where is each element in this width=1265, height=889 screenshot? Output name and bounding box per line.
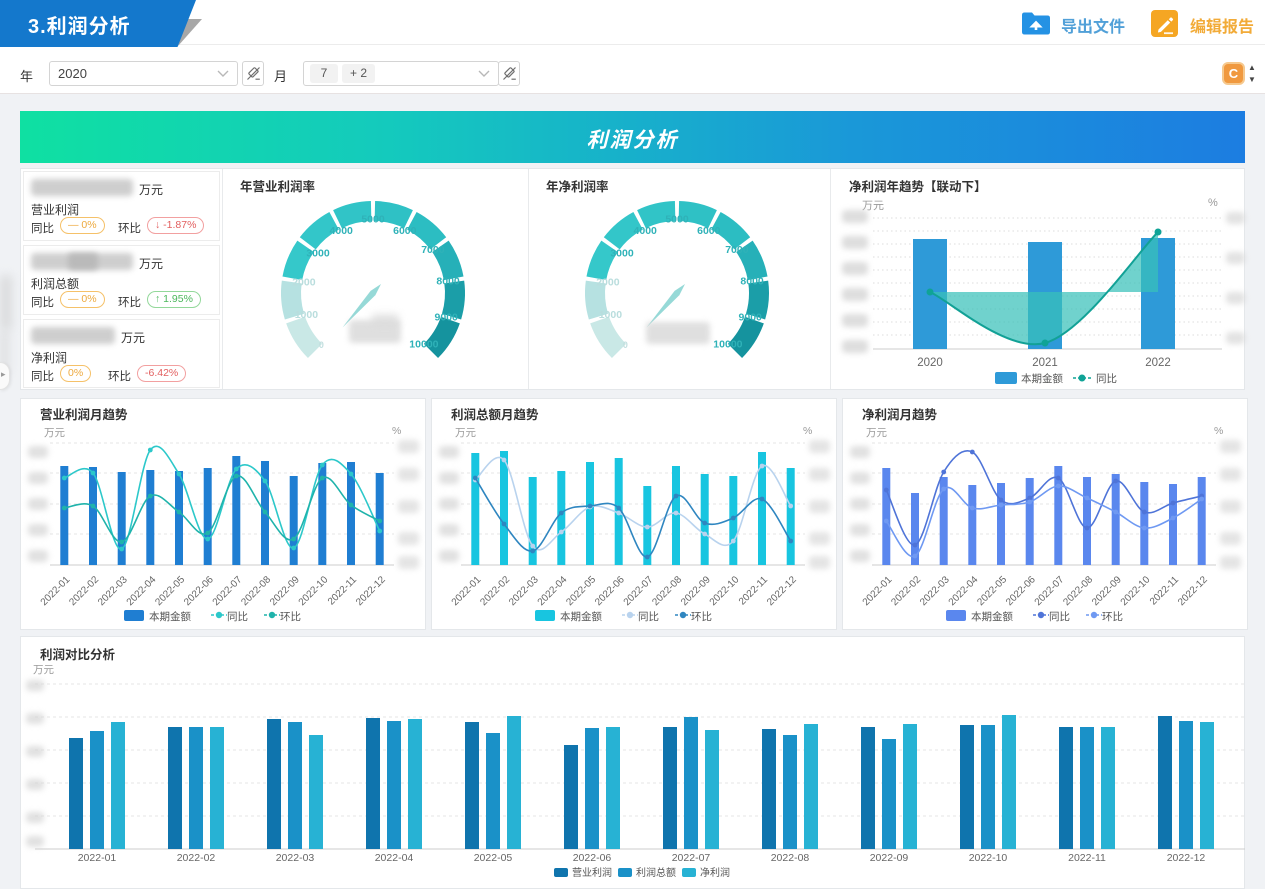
svg-text:2022-08: 2022-08 — [239, 574, 273, 608]
svg-text:2022-06: 2022-06 — [1004, 574, 1038, 608]
svg-text:8000: 8000 — [436, 276, 460, 288]
svg-text:2022-09: 2022-09 — [870, 852, 909, 864]
svg-text:2022-09: 2022-09 — [1090, 574, 1124, 608]
svg-text:2022-12: 2022-12 — [765, 574, 799, 608]
svg-text:2022-03: 2022-03 — [96, 574, 130, 608]
svg-text:2022-10: 2022-10 — [297, 574, 331, 608]
svg-text:2020: 2020 — [917, 357, 943, 369]
svg-text:利润总额: 利润总额 — [636, 866, 676, 879]
svg-text:2022-11: 2022-11 — [737, 574, 771, 608]
svg-text:2022-03: 2022-03 — [918, 574, 952, 608]
svg-text:2022-06: 2022-06 — [593, 574, 627, 608]
svg-text:本期金额: 本期金额 — [560, 610, 602, 623]
svg-text:环比: 环比 — [280, 610, 301, 623]
svg-text:2022-08: 2022-08 — [650, 574, 684, 608]
svg-text:2022-02: 2022-02 — [478, 574, 512, 608]
svg-text:2022-11: 2022-11 — [1148, 574, 1182, 608]
svg-text:2022-08: 2022-08 — [1061, 574, 1095, 608]
svg-text:5000: 5000 — [361, 214, 385, 226]
svg-text:7000: 7000 — [725, 244, 749, 256]
svg-text:2022-09: 2022-09 — [679, 574, 713, 608]
svg-text:1000: 1000 — [599, 309, 623, 321]
svg-text:净利润: 净利润 — [700, 866, 730, 879]
svg-text:2022-11: 2022-11 — [1068, 852, 1106, 864]
svg-text:同比: 同比 — [638, 610, 659, 623]
svg-text:3000: 3000 — [306, 248, 330, 260]
svg-text:2022-05: 2022-05 — [153, 574, 187, 608]
svg-text:2022-12: 2022-12 — [354, 574, 388, 608]
svg-text:2022-01: 2022-01 — [78, 852, 117, 864]
svg-text:2022-01: 2022-01 — [861, 574, 895, 608]
svg-text:2000: 2000 — [596, 277, 620, 289]
svg-text:2022-07: 2022-07 — [622, 574, 656, 608]
svg-text:营业利润: 营业利润 — [572, 866, 612, 879]
svg-text:2022-02: 2022-02 — [889, 574, 923, 608]
svg-text:2022-05: 2022-05 — [975, 574, 1009, 608]
svg-text:2022-04: 2022-04 — [536, 574, 570, 608]
svg-text:9000: 9000 — [739, 311, 763, 323]
svg-text:2022-10: 2022-10 — [969, 852, 1008, 864]
svg-text:环比: 环比 — [1102, 610, 1123, 623]
svg-text:2022-08: 2022-08 — [771, 852, 810, 864]
svg-text:2022-06: 2022-06 — [182, 574, 216, 608]
svg-text:10000: 10000 — [409, 338, 438, 350]
svg-text:环比: 环比 — [691, 610, 712, 623]
svg-text:2022-04: 2022-04 — [125, 574, 159, 608]
svg-text:2022-01: 2022-01 — [39, 574, 73, 608]
svg-text:2022-07: 2022-07 — [672, 852, 711, 864]
svg-text:同比: 同比 — [1096, 372, 1117, 385]
svg-text:2022-03: 2022-03 — [276, 852, 315, 864]
svg-text:10000: 10000 — [713, 338, 742, 350]
svg-text:7000: 7000 — [421, 244, 445, 256]
svg-text:同比: 同比 — [227, 610, 248, 623]
svg-text:2022-02: 2022-02 — [177, 852, 216, 864]
svg-text:2021: 2021 — [1032, 357, 1058, 369]
svg-text:1000: 1000 — [295, 309, 319, 321]
svg-text:6000: 6000 — [697, 225, 721, 237]
svg-text:2022-10: 2022-10 — [1119, 574, 1153, 608]
svg-text:4000: 4000 — [634, 225, 658, 237]
svg-text:9000: 9000 — [435, 311, 459, 323]
svg-text:8000: 8000 — [740, 276, 764, 288]
svg-text:5000: 5000 — [665, 214, 689, 226]
svg-text:本期金额: 本期金额 — [971, 610, 1013, 623]
svg-text:2022-05: 2022-05 — [564, 574, 598, 608]
svg-text:2000: 2000 — [292, 277, 316, 289]
svg-text:2022-07: 2022-07 — [1033, 574, 1067, 608]
svg-text:3000: 3000 — [610, 248, 634, 260]
svg-text:2022-10: 2022-10 — [708, 574, 742, 608]
svg-text:0: 0 — [623, 340, 628, 350]
svg-text:2022-03: 2022-03 — [507, 574, 541, 608]
svg-text:2022-11: 2022-11 — [326, 574, 360, 608]
svg-text:2022-07: 2022-07 — [211, 574, 245, 608]
svg-text:2022-01: 2022-01 — [450, 574, 484, 608]
svg-text:0: 0 — [319, 340, 324, 350]
svg-text:4000: 4000 — [330, 225, 354, 237]
svg-text:2022-02: 2022-02 — [67, 574, 101, 608]
svg-text:本期金额: 本期金额 — [149, 610, 191, 623]
svg-text:2022-09: 2022-09 — [268, 574, 302, 608]
svg-text:本期金额: 本期金额 — [1021, 372, 1063, 385]
svg-text:同比: 同比 — [1049, 610, 1070, 623]
svg-text:2022-06: 2022-06 — [573, 852, 612, 864]
svg-text:2022-12: 2022-12 — [1167, 852, 1206, 864]
svg-text:6000: 6000 — [393, 225, 417, 237]
svg-text:2022-04: 2022-04 — [375, 852, 414, 864]
svg-text:2022: 2022 — [1145, 357, 1171, 369]
svg-text:2022-05: 2022-05 — [474, 852, 513, 864]
svg-text:2022-04: 2022-04 — [947, 574, 981, 608]
svg-text:2022-12: 2022-12 — [1176, 574, 1210, 608]
